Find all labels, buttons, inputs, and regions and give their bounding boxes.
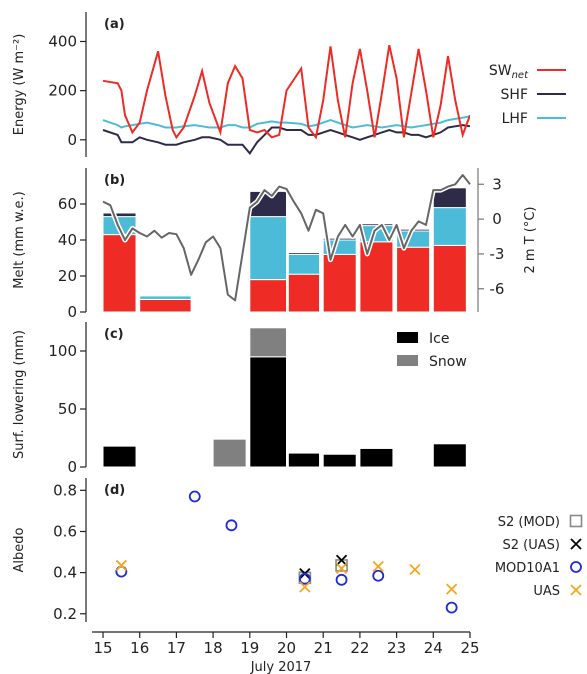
- melt-bar-dark: [102, 212, 137, 218]
- albedo-point-mod10a1: [335, 573, 348, 586]
- melt-bar-cyan: [287, 253, 321, 275]
- albedo-point-mod10a1: [445, 601, 458, 614]
- albedo-point-uas: [409, 563, 421, 576]
- y2-tick-label: -3: [490, 245, 505, 263]
- x-tick-label: 16: [130, 639, 149, 657]
- legend-label: MOD10A1: [495, 561, 560, 576]
- y-tick-label: 20: [58, 267, 77, 285]
- legend-label-lhf: LHF: [502, 111, 528, 127]
- panel-label: (c): [104, 327, 124, 342]
- x-tick-label: 25: [460, 639, 479, 657]
- y-tick-label: 50: [58, 400, 77, 418]
- legend-label: S2 (MOD): [498, 515, 560, 530]
- lowering-bar-ice: [432, 443, 467, 468]
- melt-bar-dark: [287, 252, 321, 255]
- legend-marker: [569, 514, 583, 528]
- y-tick-label: 200: [48, 82, 77, 100]
- lowering-bar-snow: [212, 438, 247, 468]
- y2-axis-label: 2 m T (°C): [523, 207, 538, 274]
- albedo-point-uas: [372, 560, 384, 573]
- y-axis-label: Albedo: [12, 527, 27, 572]
- legend-swatch-snow: [397, 355, 418, 366]
- melt-bar-red: [322, 253, 357, 313]
- legend-label: UAS: [533, 584, 560, 599]
- legend-label-sw: SWnet: [489, 63, 529, 81]
- albedo-point-s2-uas-: [335, 554, 348, 566]
- melt-bar-cyan: [432, 207, 467, 246]
- legend-label-snow: Snow: [429, 354, 467, 370]
- temperature-line: [102, 174, 471, 302]
- albedo-point-uas: [446, 583, 458, 595]
- x-tick-label: 21: [314, 639, 333, 657]
- x-tick-label: 24: [424, 639, 443, 657]
- albedo-point-uas: [115, 559, 127, 572]
- legend-marker: [570, 584, 582, 596]
- y-axis-label: Surf. lowering (mm): [12, 330, 27, 459]
- melt-bar-cyan: [249, 216, 288, 281]
- melt-bar-cyan: [139, 295, 192, 300]
- legend-text: SW: [489, 63, 512, 79]
- y-tick-label: 0.2: [53, 605, 77, 623]
- lowering-bar-ice: [287, 452, 321, 468]
- legend-text: SHF: [501, 87, 528, 103]
- lowering-bar-snow: [249, 327, 288, 358]
- melt-bar-red: [432, 244, 467, 313]
- x-axis-label: July 2017: [250, 660, 312, 674]
- series-line-shf: [102, 124, 470, 155]
- melt-bar-red: [249, 279, 288, 313]
- albedo-point-uas: [299, 581, 311, 593]
- melt-bar-red: [139, 298, 192, 313]
- melt-bar-red: [102, 234, 137, 313]
- y2-tick-label: 0: [492, 210, 502, 228]
- y-tick-label: 0.6: [53, 522, 77, 540]
- y-tick-label: 0: [67, 131, 77, 149]
- legend-marker: [570, 538, 582, 550]
- x-tick-label: 19: [240, 639, 259, 657]
- legend-label-ice: Ice: [429, 331, 449, 347]
- legend-text: LHF: [502, 111, 528, 127]
- legend-label-shf: SHF: [501, 87, 528, 103]
- x-tick-label: 17: [167, 639, 186, 657]
- albedo-point-mod10a1: [298, 572, 311, 585]
- y-tick-label: 0: [67, 303, 77, 321]
- melt-bar-red: [396, 246, 431, 313]
- x-tick-label: 18: [204, 639, 223, 657]
- lowering-bar-ice: [359, 447, 394, 468]
- y2-tick-label: 3: [492, 175, 502, 193]
- y-tick-label: 0.8: [53, 481, 77, 499]
- melt-bar-red: [287, 273, 321, 313]
- y-tick-label: 0.4: [53, 564, 77, 582]
- y-axis-label: Melt (mm w.e.): [12, 191, 27, 288]
- albedo-point-mod10a1: [225, 519, 238, 532]
- albedo-point-mod10a1: [188, 490, 201, 503]
- series-line-sw: [102, 44, 470, 140]
- y2-tick-label: -6: [490, 280, 505, 298]
- y-axis-label: Energy (W m⁻²): [12, 34, 27, 136]
- y-tick-label: 40: [58, 231, 77, 249]
- series-line-lhf: [102, 115, 470, 129]
- y-tick-label: 60: [58, 195, 77, 213]
- legend-label: S2 (UAS): [503, 538, 560, 553]
- melt-bar-dark: [139, 294, 192, 297]
- lowering-bar-ice: [249, 356, 288, 468]
- x-tick-label: 20: [277, 639, 296, 657]
- legend-marker: [570, 561, 582, 573]
- lowering-bar-ice: [322, 453, 357, 468]
- y-tick-label: 100: [48, 342, 77, 360]
- panel-label: (d): [104, 483, 125, 498]
- albedo-point-uas: [335, 562, 348, 575]
- y-tick-label: 400: [48, 32, 77, 50]
- panel-label: (a): [104, 17, 125, 32]
- melt-bar-dark: [359, 223, 394, 227]
- lowering-bar-ice: [102, 445, 137, 468]
- legend-swatch-ice: [397, 332, 418, 343]
- x-tick-label: 22: [350, 639, 369, 657]
- x-tick-label: 15: [93, 639, 112, 657]
- legend-subscript: net: [512, 70, 529, 81]
- y-tick-label: 0: [67, 458, 77, 476]
- panel-label: (b): [104, 173, 125, 188]
- albedo-point-mod10a1: [372, 569, 385, 582]
- x-tick-label: 23: [387, 639, 406, 657]
